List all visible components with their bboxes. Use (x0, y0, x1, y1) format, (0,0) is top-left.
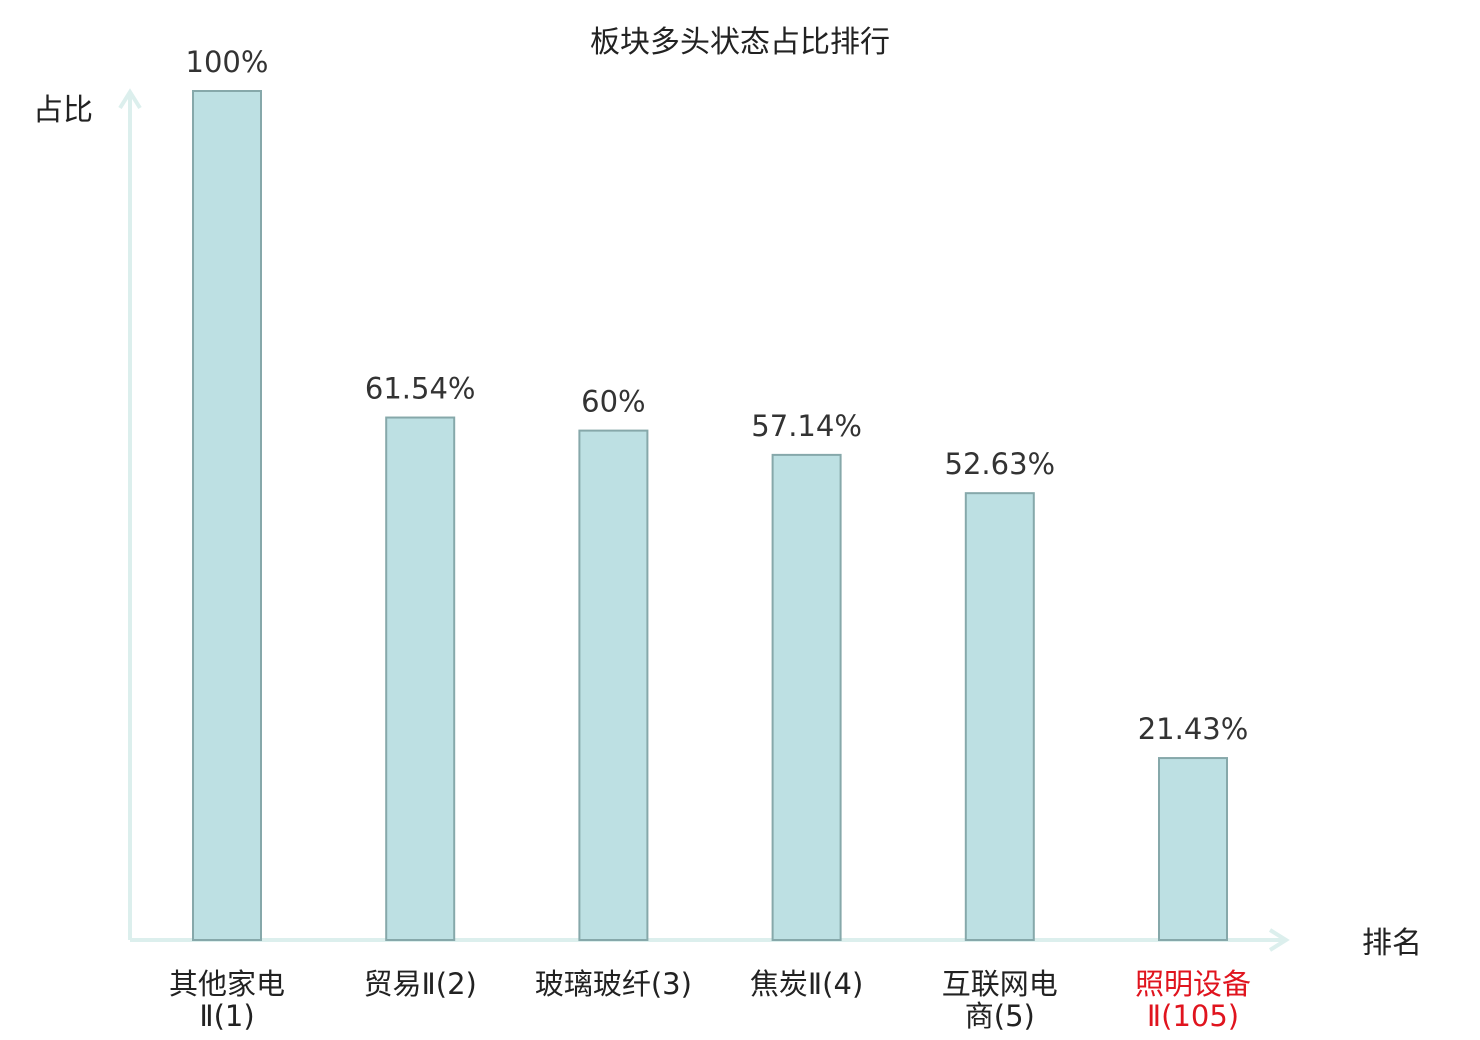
category-label: 贸易Ⅱ(2) (364, 967, 477, 1001)
bars-group (192, 90, 1228, 942)
bar-value-label: 100% (186, 45, 269, 79)
bar (771, 453, 842, 941)
bar (964, 492, 1035, 941)
y-axis-label: 占比 (33, 93, 93, 128)
x-axis (130, 928, 1290, 952)
chart-title: 板块多头状态占比排行 (590, 25, 890, 60)
x-axis-label: 排名 (1362, 926, 1422, 961)
category-label: 互联网电 (942, 967, 1058, 1001)
category-label-line2: Ⅱ(105) (1147, 999, 1239, 1033)
category-label: 焦炭Ⅱ(4) (750, 967, 863, 1001)
x-axis-arrow (1268, 928, 1290, 952)
bar-value-label: 52.63% (945, 447, 1056, 481)
bar (385, 416, 456, 941)
category-label: 照明设备 (1135, 967, 1251, 1001)
y-axis-arrow (118, 88, 142, 110)
bar-value-label: 60% (581, 385, 645, 419)
y-axis (118, 88, 142, 940)
bar (578, 429, 649, 941)
bar (1158, 757, 1228, 942)
bar-value-label: 61.54% (365, 372, 476, 406)
bar (192, 90, 262, 941)
bar-value-label: 57.14% (751, 409, 862, 443)
bar-value-label: 21.43% (1138, 712, 1249, 746)
category-label-line2: 商(5) (965, 999, 1035, 1033)
category-label-line2: Ⅱ(1) (199, 999, 254, 1033)
category-label: 玻璃玻纤(3) (535, 967, 692, 1001)
value-labels-group: 100% 61.54% 60% 57.14% 52.63% 21.43% (186, 45, 1249, 746)
category-label: 其他家电 (169, 967, 285, 1001)
